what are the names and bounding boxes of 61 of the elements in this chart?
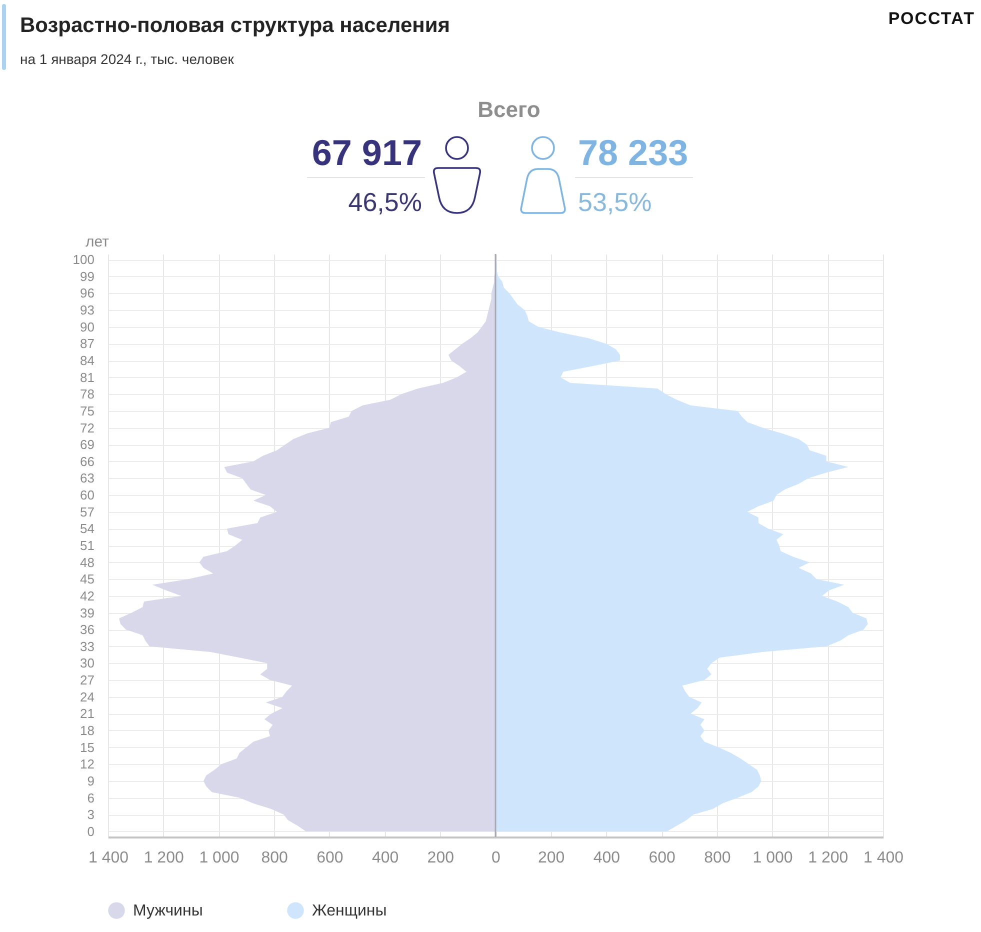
text: 67 917 <box>312 132 422 173</box>
chart-title: Возрастно-половая структура населения <box>20 14 450 37</box>
x-tick-label: 400 <box>372 850 399 866</box>
legend-label: Женщины <box>312 902 387 920</box>
y-tick-label: 54 <box>80 521 94 536</box>
y-tick-label: 36 <box>80 622 94 638</box>
y-tick-label: 9 <box>87 773 94 788</box>
x-tick-label: 0 <box>492 850 501 866</box>
x-tick-label: 1 000 <box>199 850 240 866</box>
y-tick-label: 63 <box>80 470 94 486</box>
y-tick-label: 87 <box>80 336 94 352</box>
y-tick-label: 84 <box>80 353 94 368</box>
x-tick-label: 1 200 <box>808 850 848 866</box>
y-tick-label: 72 <box>80 420 94 436</box>
y-tick-label: 57 <box>80 504 94 520</box>
x-tick-label: 400 <box>593 850 620 866</box>
y-tick-label: 51 <box>80 538 94 553</box>
text: 78 233 <box>578 132 688 173</box>
y-tick-label: 99 <box>80 268 94 284</box>
y-tick-label: 78 <box>80 386 94 402</box>
y-tick-label: 45 <box>80 572 94 587</box>
text: 46,5% <box>348 187 422 217</box>
y-axis-title: лет <box>86 234 110 250</box>
y-tick-label: 90 <box>80 319 94 334</box>
x-tick-label: 600 <box>316 850 344 866</box>
text: Всего <box>476 97 542 122</box>
x-tick-label: 200 <box>538 850 565 866</box>
y-tick-label: 60 <box>80 488 94 503</box>
y-tick-label: 15 <box>80 740 94 755</box>
y-tick-label: 42 <box>80 588 94 604</box>
y-tick-label: 24 <box>80 689 94 704</box>
y-tick-label: 3 <box>87 807 94 822</box>
y-tick-label: 6 <box>87 790 94 806</box>
y-tick-label: 93 <box>80 302 94 318</box>
x-tick-label: 1 000 <box>752 850 793 866</box>
x-tick-label: 800 <box>704 850 731 866</box>
y-tick-label: 81 <box>80 370 94 385</box>
x-tick-label: 1 400 <box>863 850 904 866</box>
y-tick-label: 69 <box>80 437 94 452</box>
x-tick-label: 600 <box>648 850 676 866</box>
x-tick-label: 1 400 <box>88 850 129 866</box>
y-tick-label: 27 <box>80 672 94 688</box>
y-tick-label: 100 <box>72 252 94 268</box>
legend-label: Мужчины <box>133 902 203 920</box>
x-tick-label: 1 200 <box>144 850 184 866</box>
y-tick-label: 66 <box>80 454 94 469</box>
y-tick-label: 12 <box>80 756 94 772</box>
y-tick-label: 75 <box>80 403 94 418</box>
y-tick-label: 0 <box>87 824 94 839</box>
y-tick-label: 96 <box>80 286 94 301</box>
y-tick-label: 21 <box>80 706 94 722</box>
y-tick-label: 30 <box>80 656 94 671</box>
x-tick-label: 200 <box>427 850 454 866</box>
y-tick-label: 39 <box>80 605 94 620</box>
x-tick-label: 800 <box>261 850 288 866</box>
y-tick-label: 33 <box>80 638 94 654</box>
y-tick-label: 48 <box>80 554 94 570</box>
chart-subtitle: на 1 января 2024 г., тыс. человек <box>20 51 234 67</box>
text: РОССТАТ <box>888 9 975 28</box>
y-tick-label: 18 <box>80 722 94 738</box>
text: 53,5% <box>578 187 652 217</box>
